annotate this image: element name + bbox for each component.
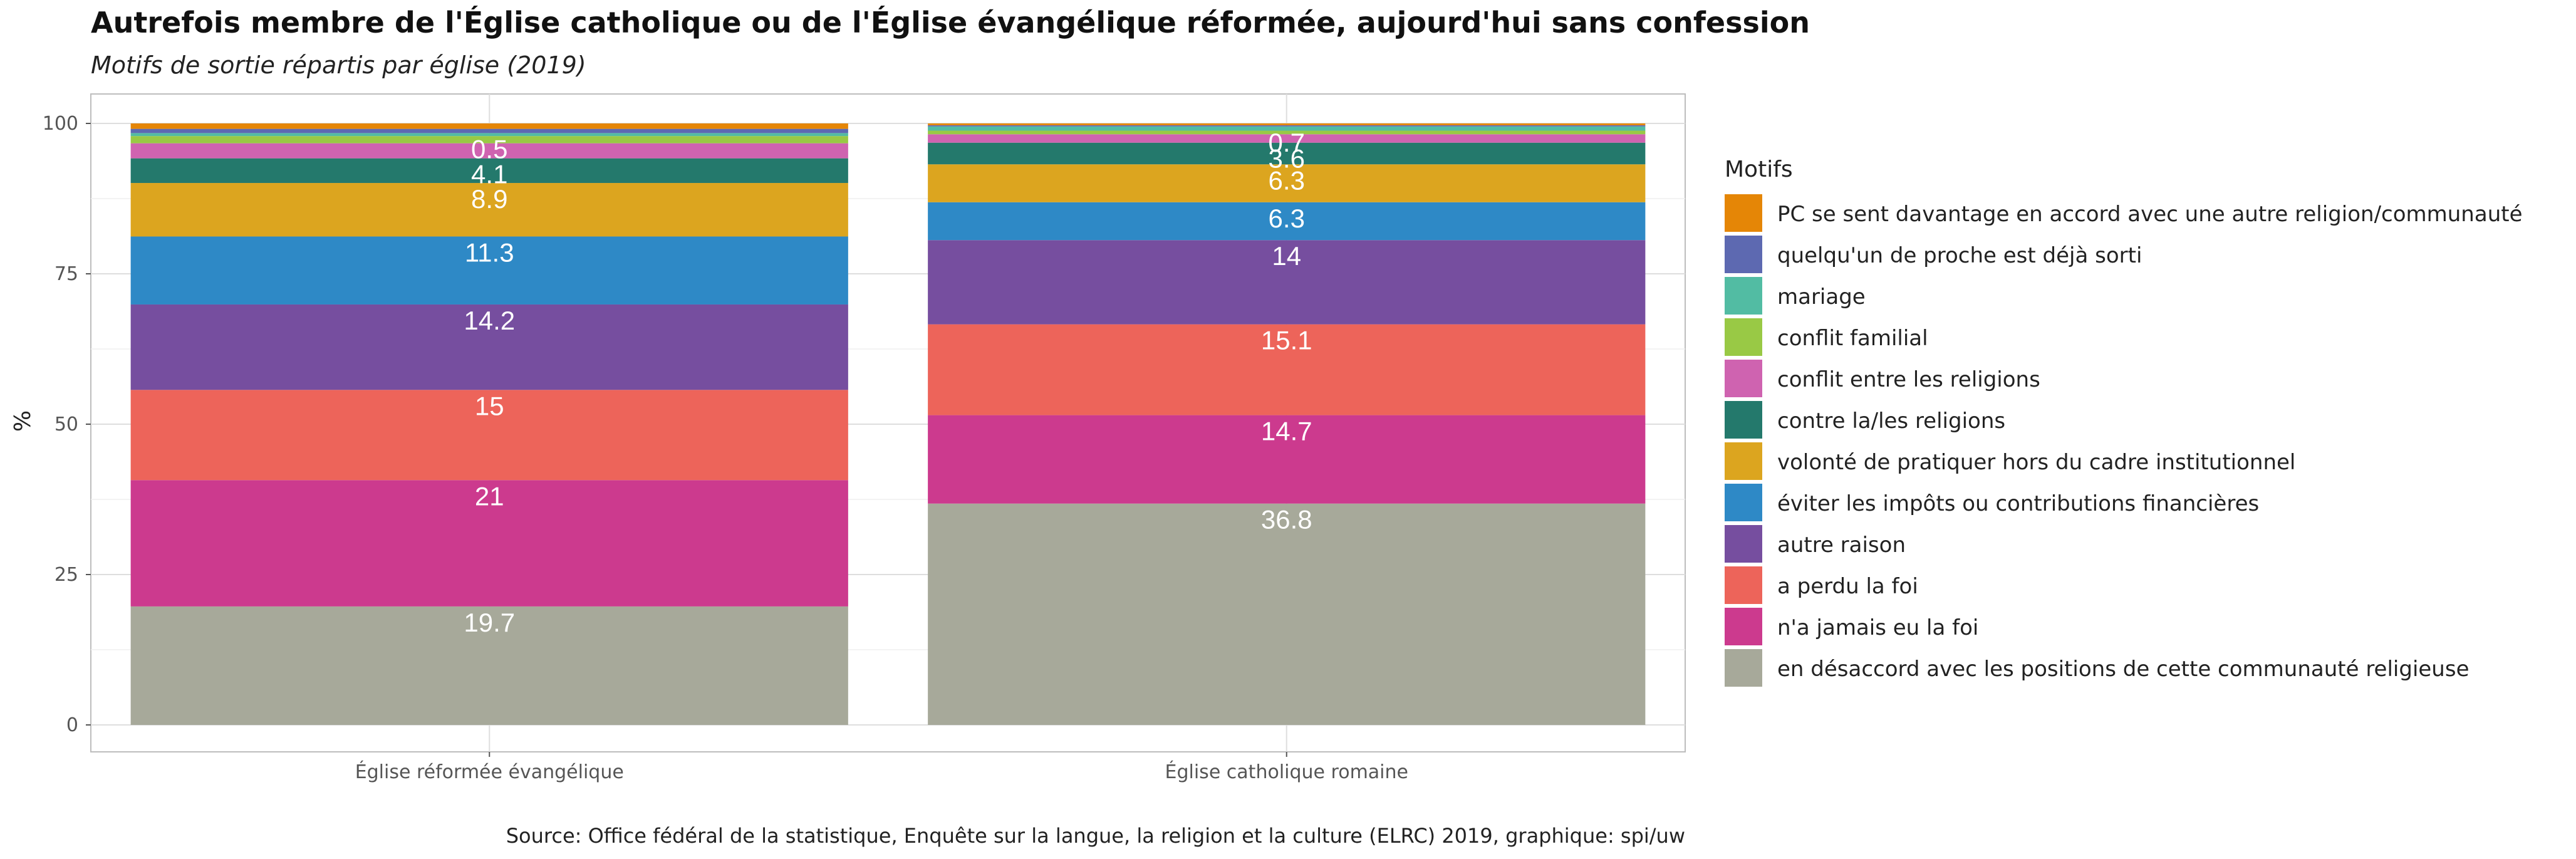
data-label: 15.1 — [1261, 326, 1312, 355]
bar-segment — [130, 136, 848, 143]
bar-segment — [130, 480, 848, 607]
data-label: 8.9 — [471, 184, 507, 214]
bar-segment — [928, 125, 1646, 127]
bar-segment — [130, 143, 848, 159]
data-label: 6.3 — [1269, 165, 1305, 195]
y-axis-ticks: 0 25 50 75 100 — [43, 113, 91, 736]
chart-caption: Source: Office fédéral de la statistique… — [506, 824, 1685, 848]
bar-segment — [130, 236, 848, 305]
bars — [130, 123, 1646, 725]
data-label: 36.8 — [1261, 505, 1312, 534]
tick-label-y: 0 — [66, 714, 78, 736]
legend-swatch — [1725, 649, 1762, 687]
legend-label: éviter les impôts ou contributions finan… — [1777, 491, 2259, 516]
bar-segment — [130, 123, 848, 129]
data-label: 6.3 — [1269, 204, 1305, 233]
bar-segment — [130, 183, 848, 237]
legend-swatch — [1725, 360, 1762, 397]
legend-swatch — [1725, 484, 1762, 521]
data-label: 0.7 — [1269, 128, 1305, 157]
legend-swatch — [1725, 277, 1762, 315]
legend-swatch — [1725, 525, 1762, 563]
legend-label: conflit familial — [1777, 326, 1928, 351]
data-label: 14 — [1272, 241, 1301, 271]
legend-swatch — [1725, 401, 1762, 439]
bar-segment — [130, 133, 848, 137]
data-label: 14.2 — [464, 306, 515, 335]
legend-swatch — [1725, 236, 1762, 273]
legend-label: autre raison — [1777, 533, 1906, 558]
legend-label: PC se sent davantage en accord avec une … — [1777, 202, 2523, 227]
legend-swatch — [1725, 608, 1762, 645]
data-labels: 19.7 21 15 14.2 11.3 8.94.10.5 36.8 14.7 15.1 14 6… — [464, 128, 1312, 637]
bar-segment — [130, 390, 848, 481]
data-label: 0.5 — [471, 134, 507, 164]
data-label: 3.6 — [1269, 144, 1305, 174]
data-label: 21 — [475, 481, 504, 511]
data-label: 19.7 — [464, 608, 515, 637]
legend: Motifs PC se sent davantage en accord av… — [1725, 157, 2523, 687]
bar-segment — [928, 130, 1646, 135]
tick-label-y: 75 — [55, 263, 78, 285]
legend-swatch — [1725, 442, 1762, 480]
legend-label: a perdu la foi — [1777, 574, 1918, 599]
data-label: 15 — [475, 391, 504, 420]
legend-swatch — [1725, 318, 1762, 356]
legend-label: quelqu'un de proche est déjà sorti — [1777, 243, 2142, 268]
bar-segment — [928, 142, 1646, 165]
chart-title: Autrefois membre de l'Église catholique … — [91, 6, 1810, 39]
bar-segment — [928, 134, 1646, 143]
data-label: 14.7 — [1261, 417, 1312, 446]
legend-label: n'a jamais eu la foi — [1777, 615, 1978, 640]
data-label: 11.3 — [465, 237, 514, 267]
legend-label: conflit entre les religions — [1777, 367, 2040, 392]
legend-label: contre la/les religions — [1777, 409, 2005, 434]
bar-segment — [928, 126, 1646, 131]
legend-title: Motifs — [1725, 157, 1793, 182]
legend-label: en désaccord avec les positions de cette… — [1777, 657, 2470, 682]
tick-label-y: 50 — [55, 414, 78, 435]
legend-swatch — [1725, 194, 1762, 232]
bar-segment — [928, 415, 1646, 504]
legend-label: volonté de pratiquer hors du cadre insti… — [1777, 450, 2295, 475]
y-axis-title: % — [10, 410, 36, 432]
bar-segment — [928, 503, 1646, 725]
chart-subtitle: Motifs de sortie répartis par église (20… — [91, 51, 586, 79]
bar-segment — [130, 128, 848, 133]
bar-segment — [130, 606, 848, 725]
tick-label-y: 100 — [43, 113, 78, 135]
bar-segment — [928, 202, 1646, 241]
tick-label-y: 25 — [55, 564, 78, 586]
bar-segment — [928, 240, 1646, 325]
legend-swatch — [1725, 566, 1762, 604]
tick-label-x: Église réformée évangélique — [355, 761, 624, 783]
legend-label: mariage — [1777, 284, 1866, 310]
bar-segment — [130, 158, 848, 184]
bar-segment — [928, 324, 1646, 415]
data-label: 4.1 — [471, 160, 507, 189]
bar-segment — [928, 123, 1646, 125]
bar-segment — [928, 164, 1646, 202]
bar-segment — [130, 304, 848, 390]
x-axis-ticks: Église réformée évangélique Église cathol… — [355, 752, 1408, 783]
tick-label-x: Église catholique romaine — [1165, 761, 1408, 783]
